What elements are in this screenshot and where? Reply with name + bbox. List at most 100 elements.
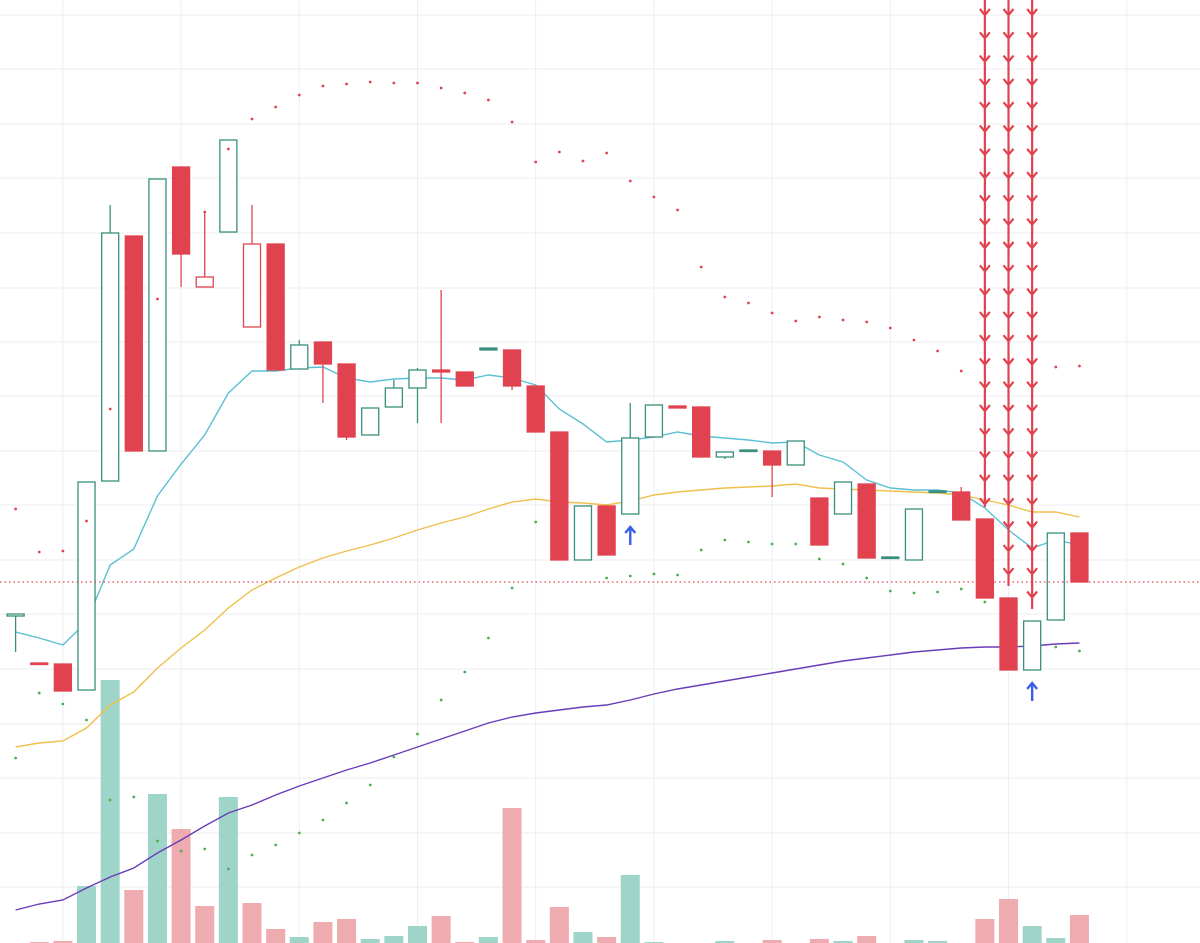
volume-bar bbox=[573, 932, 593, 943]
indicator-dot bbox=[959, 369, 963, 373]
indicator-dot bbox=[770, 542, 774, 546]
candle-body bbox=[928, 490, 947, 494]
volume-bar bbox=[526, 940, 546, 943]
volume-bar bbox=[171, 829, 191, 943]
indicator-dot bbox=[250, 117, 254, 121]
candle-body bbox=[290, 344, 309, 370]
candle-body bbox=[101, 232, 120, 482]
indicator-dot bbox=[652, 572, 656, 576]
volume-bar bbox=[407, 926, 428, 943]
indicator-line bbox=[15, 366, 1080, 646]
indicator-dot bbox=[61, 702, 65, 706]
candle-body bbox=[502, 349, 522, 387]
candle-body bbox=[762, 450, 782, 466]
candle-body bbox=[573, 505, 593, 561]
candle-body bbox=[195, 276, 214, 288]
indicator-dot bbox=[794, 542, 798, 546]
indicator-dot bbox=[936, 349, 939, 353]
indicator-dot bbox=[37, 550, 41, 554]
candle-body bbox=[1070, 532, 1089, 583]
indicator-dot bbox=[699, 548, 703, 552]
candle-body bbox=[361, 407, 380, 436]
indicator-dot bbox=[747, 301, 750, 305]
volume-bar bbox=[53, 941, 73, 943]
indicator-dot bbox=[226, 147, 230, 151]
volume-bar bbox=[1022, 926, 1042, 943]
indicator-dot bbox=[959, 587, 963, 591]
volume-bar bbox=[77, 886, 97, 943]
candle-body bbox=[30, 662, 49, 666]
indicator-dot bbox=[557, 150, 561, 154]
candle-body bbox=[975, 518, 995, 599]
volume-bar bbox=[360, 939, 380, 943]
indicator-dot bbox=[936, 590, 939, 594]
candle-body bbox=[384, 387, 404, 408]
indicator-dot bbox=[605, 576, 609, 580]
indicator-dot bbox=[108, 407, 112, 411]
indicator-dot bbox=[14, 507, 18, 511]
volume-bar bbox=[266, 929, 286, 943]
indicator-dot bbox=[61, 549, 65, 553]
indicator-dot bbox=[888, 326, 892, 330]
volume-bar bbox=[431, 916, 451, 943]
indicator-dot bbox=[628, 574, 632, 578]
volume-bar bbox=[999, 899, 1019, 943]
candle-body bbox=[810, 497, 829, 546]
candle-body bbox=[786, 440, 805, 466]
volume-bar bbox=[289, 937, 309, 943]
indicator-dot bbox=[203, 847, 207, 851]
candle-body bbox=[715, 451, 734, 458]
indicator-dot bbox=[14, 756, 18, 760]
candle-body bbox=[313, 341, 333, 365]
indicator-dot bbox=[274, 105, 278, 109]
candle-body bbox=[171, 166, 191, 255]
candle-body bbox=[999, 597, 1018, 671]
candle-body bbox=[881, 556, 900, 560]
candle-body bbox=[1046, 532, 1065, 621]
volume-bar bbox=[904, 940, 924, 943]
indicator-dot bbox=[723, 538, 727, 542]
volume-bar bbox=[1046, 938, 1066, 943]
candle-body bbox=[904, 508, 924, 561]
candle-body bbox=[242, 243, 262, 328]
volume-bar bbox=[384, 936, 404, 943]
volume-bar bbox=[242, 903, 262, 943]
indicator-dot bbox=[865, 320, 869, 324]
volume-bar bbox=[124, 890, 144, 943]
buy-signal bbox=[624, 525, 637, 545]
indicator-dot bbox=[888, 589, 892, 593]
volume-bar bbox=[833, 941, 853, 943]
candle-body bbox=[597, 505, 616, 556]
sell-signal bbox=[1002, 0, 1015, 586]
indicator-dot bbox=[723, 295, 727, 299]
indicator-dot bbox=[37, 691, 41, 695]
indicator-dot bbox=[817, 315, 821, 319]
indicator-dot bbox=[345, 801, 348, 805]
indicator-dot bbox=[85, 519, 88, 523]
sell-signal bbox=[1026, 0, 1038, 609]
volume-bar bbox=[975, 919, 995, 943]
indicator-dot bbox=[487, 636, 490, 640]
candle-body bbox=[739, 449, 758, 453]
indicator-dot bbox=[794, 319, 798, 323]
indicator-dot bbox=[321, 84, 325, 88]
candle-body bbox=[479, 347, 498, 351]
volume-bar bbox=[147, 794, 167, 943]
indicator-dot bbox=[203, 210, 207, 214]
indicator-dot bbox=[912, 338, 916, 342]
indicator-dot bbox=[841, 562, 845, 566]
candle-body bbox=[455, 371, 474, 387]
arrow bbox=[1026, 0, 1038, 609]
volume-bar bbox=[928, 941, 948, 943]
indicator-dot bbox=[510, 120, 514, 124]
indicator-dot bbox=[345, 82, 348, 86]
indicator-dot bbox=[534, 520, 538, 524]
indicator-dot bbox=[770, 311, 774, 315]
volume-bar bbox=[620, 875, 640, 943]
indicator-dot bbox=[676, 208, 679, 212]
indicator-dot bbox=[439, 86, 443, 90]
volume-bar bbox=[809, 939, 829, 943]
candle-body bbox=[550, 431, 569, 561]
indicator-dot bbox=[416, 81, 419, 85]
